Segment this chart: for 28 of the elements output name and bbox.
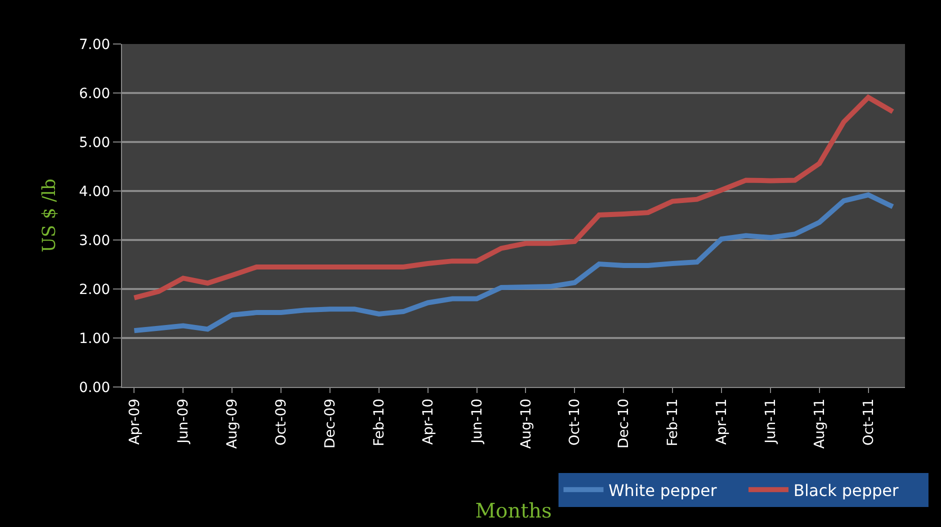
y-tick-label: 7.00 xyxy=(79,36,110,53)
x-tick-label: Oct-09 xyxy=(274,398,290,446)
x-tick-label: Feb-10 xyxy=(371,398,388,446)
y-tick-label: 0.00 xyxy=(79,380,110,396)
legend-label: Black pepper xyxy=(793,480,900,500)
y-tick-label: 6.00 xyxy=(79,86,110,102)
x-tick-label: Jun-10 xyxy=(469,398,486,444)
y-tick-label: 2.00 xyxy=(79,282,110,298)
x-tick-label: Apr-09 xyxy=(126,398,143,445)
y-tick-label: 4.00 xyxy=(79,184,110,200)
x-tick-label: Dec-09 xyxy=(322,398,339,449)
x-tick-label: Apr-11 xyxy=(714,398,730,445)
x-tick-label: Jun-11 xyxy=(762,398,779,444)
x-tick-label: Dec-10 xyxy=(616,398,632,449)
y-axis-title: US $ /lb xyxy=(39,178,60,252)
x-axis-title: Months xyxy=(475,498,552,522)
y-tick-label: 1.00 xyxy=(79,330,110,347)
x-tick-label: Jun-09 xyxy=(176,398,192,444)
x-tick-label: Oct-11 xyxy=(860,398,877,446)
x-tick-label: Aug-11 xyxy=(812,398,828,449)
y-tick-label: 3.00 xyxy=(79,232,110,249)
x-tick-label: Oct-10 xyxy=(567,398,584,446)
y-tick-label: 5.00 xyxy=(79,134,110,151)
x-tick-label: Feb-11 xyxy=(665,398,682,446)
x-tick-label: Apr-10 xyxy=(420,398,436,445)
x-tick-label: Aug-09 xyxy=(224,398,241,449)
x-tick-label: Aug-10 xyxy=(518,398,534,449)
legend-label: White pepper xyxy=(608,480,718,500)
